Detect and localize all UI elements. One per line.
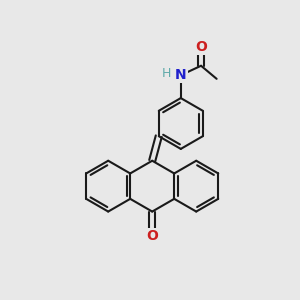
Text: O: O	[195, 40, 207, 54]
Text: N: N	[175, 68, 187, 82]
Text: O: O	[146, 229, 158, 243]
Text: H: H	[162, 68, 172, 80]
